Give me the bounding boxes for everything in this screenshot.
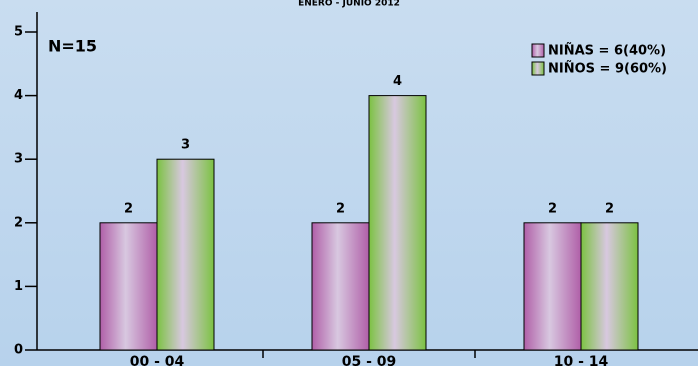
data-label: 2 (124, 201, 133, 216)
bar (99, 222, 158, 351)
bar (368, 95, 427, 351)
y-tick-label: 0 (14, 343, 23, 358)
x-tick-label: 00 - 04 (130, 354, 185, 366)
data-label: 4 (393, 74, 402, 89)
bar (156, 158, 215, 351)
legend-swatch (531, 61, 545, 76)
bar (311, 222, 370, 351)
legend-label: NIÑOS = 9(60%) (548, 61, 667, 77)
chart-title: ENERO - JUNIO 2012 (298, 0, 400, 9)
y-tick-label: 5 (14, 25, 23, 40)
bar (580, 222, 639, 351)
legend-label: NIÑAS = 6(40%) (548, 43, 666, 59)
bar (523, 222, 582, 351)
data-label: 3 (181, 138, 190, 153)
y-tick-label: 4 (14, 88, 23, 103)
y-tick-label: 3 (14, 152, 23, 167)
x-tick-label: 10 - 14 (554, 354, 609, 366)
y-tick-label: 2 (14, 215, 23, 230)
data-label: 2 (548, 201, 557, 216)
annotation: N=15 (48, 37, 97, 56)
legend-swatch (531, 43, 545, 58)
data-label: 2 (336, 201, 345, 216)
y-tick-label: 1 (14, 279, 23, 294)
data-label: 2 (605, 201, 614, 216)
x-tick-label: 05 - 09 (342, 354, 397, 366)
